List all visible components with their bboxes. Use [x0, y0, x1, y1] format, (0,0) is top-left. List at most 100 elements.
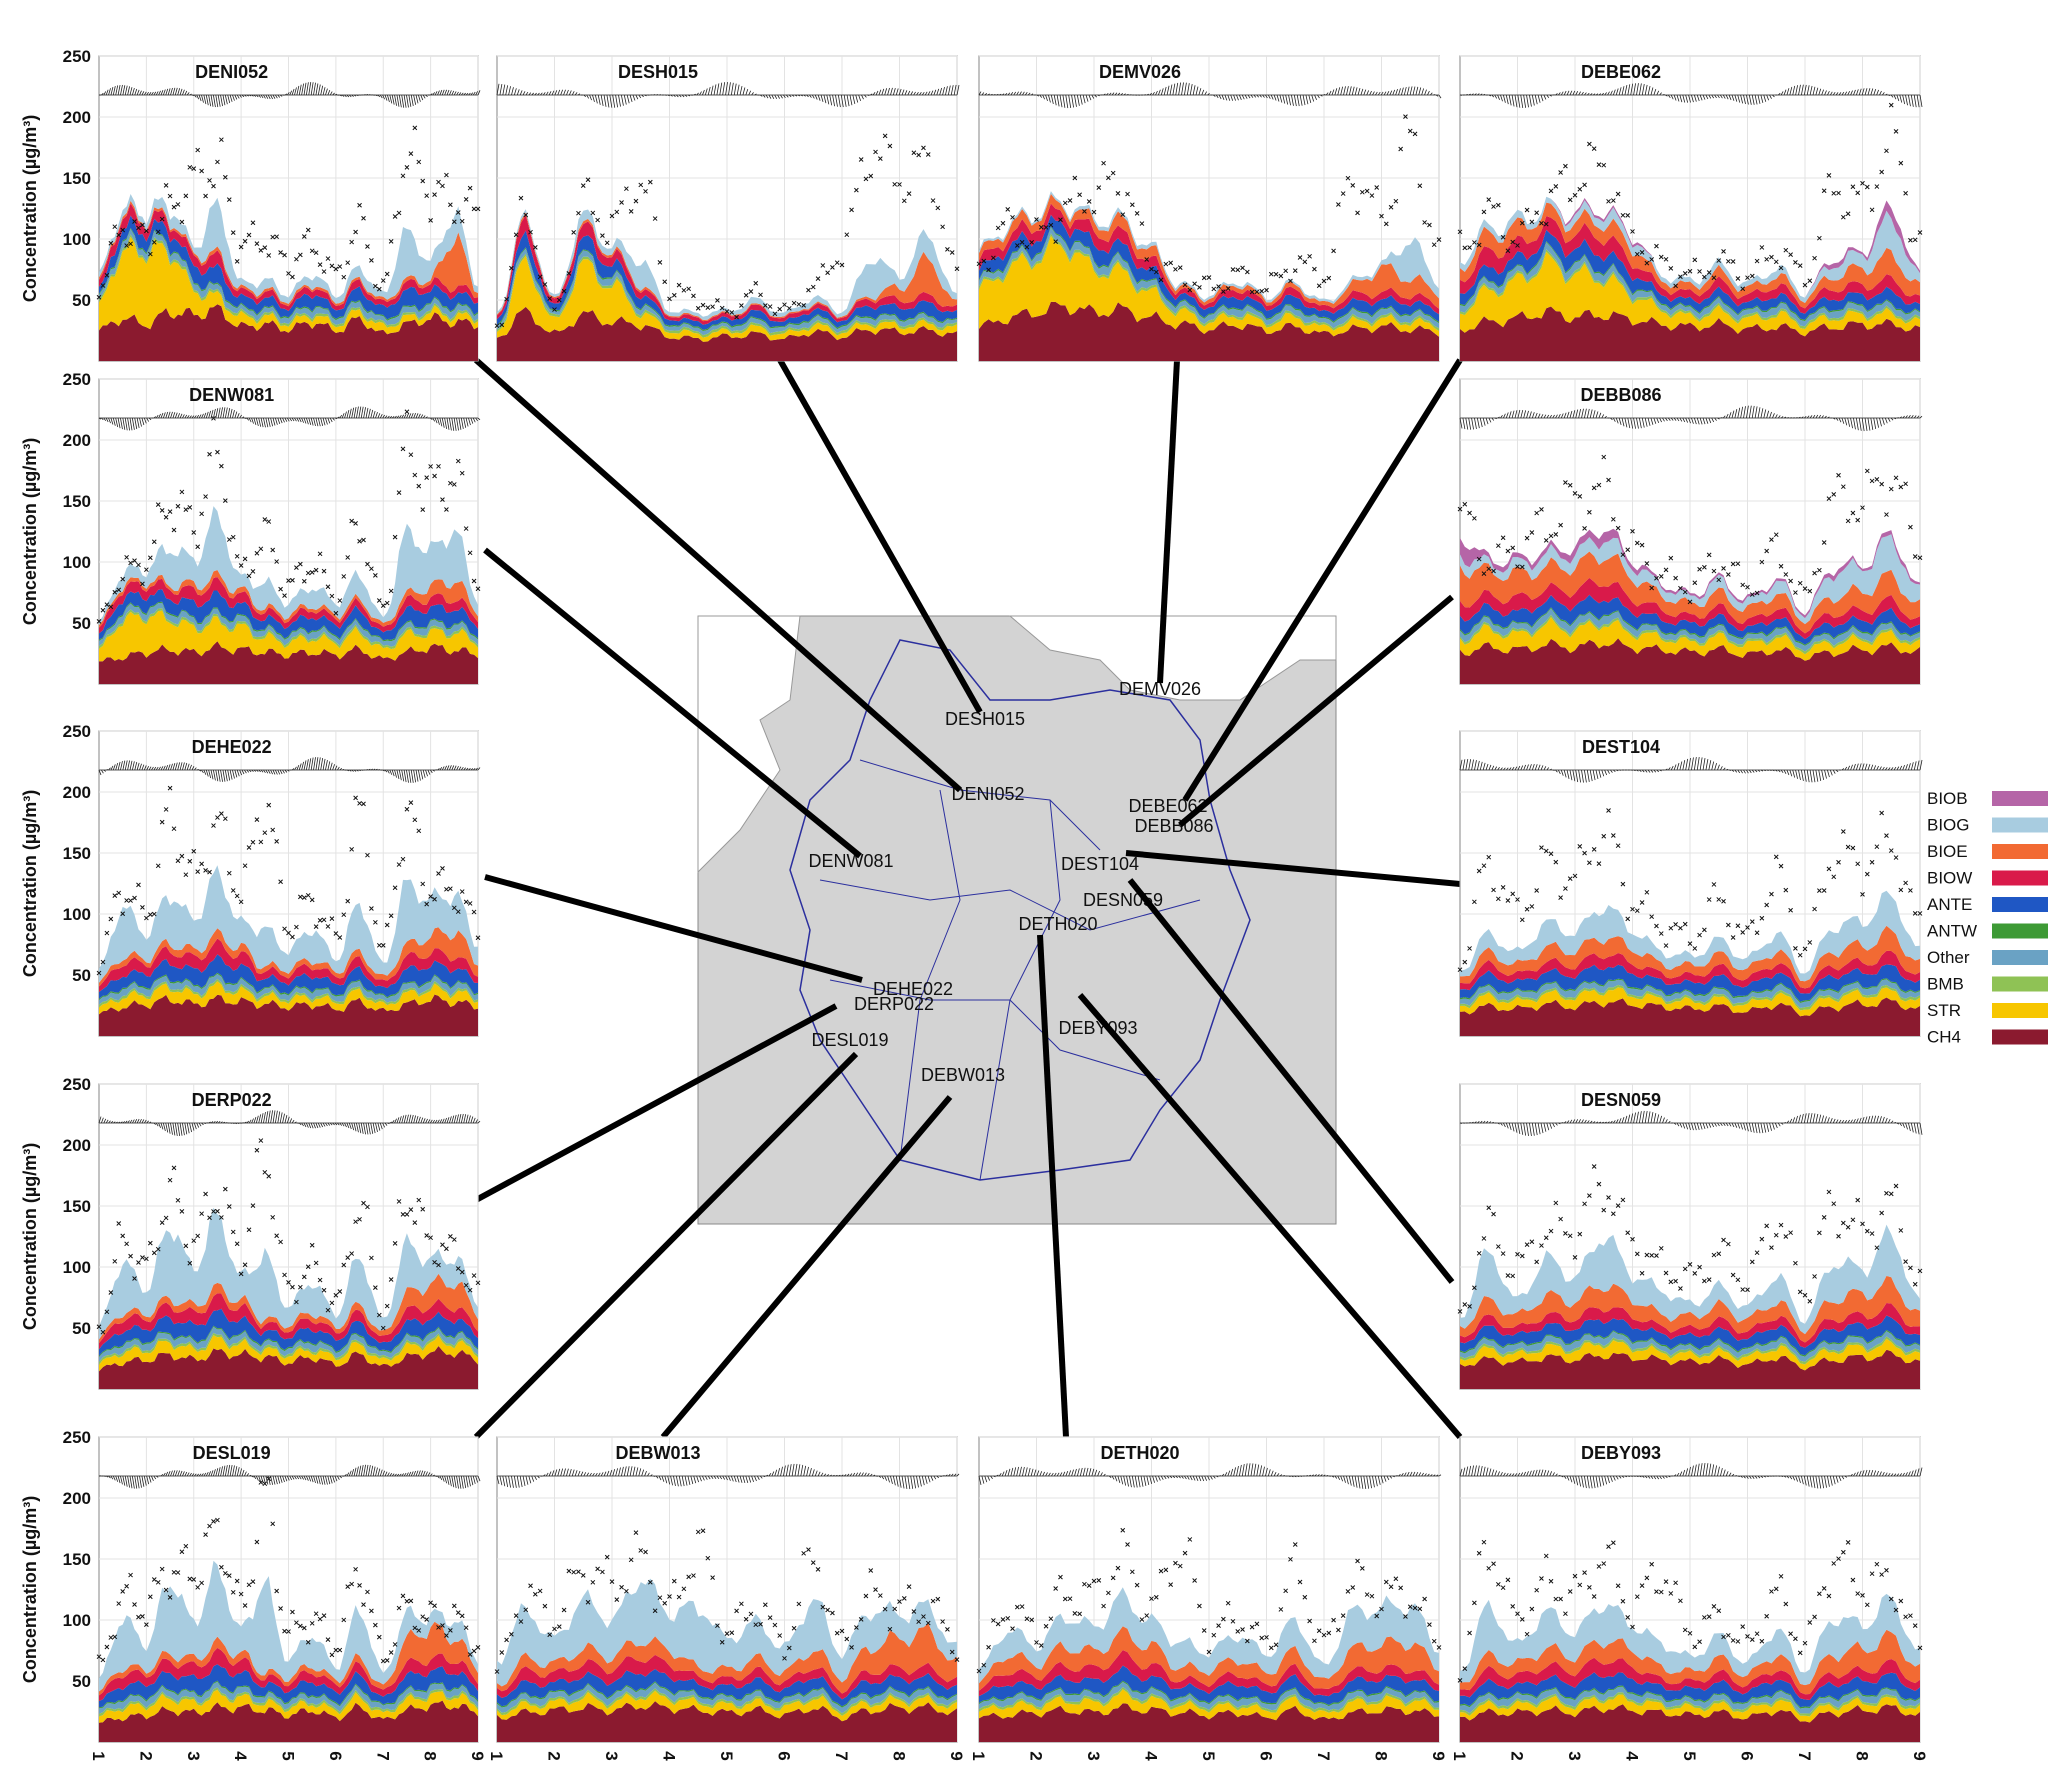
- wind-barb: [1682, 94, 1686, 103]
- obs-point: [1917, 230, 1923, 235]
- obs-point: [1615, 191, 1621, 197]
- obs-point: [810, 1560, 816, 1565]
- obs-point: [147, 251, 153, 257]
- wind-barb: [635, 94, 639, 100]
- wind-barb: [325, 1122, 328, 1127]
- wind-barb: [246, 94, 249, 97]
- obs-point: [270, 547, 276, 553]
- wind-barb: [124, 85, 128, 96]
- wind-barb: [236, 1467, 240, 1477]
- wind-barb: [477, 767, 481, 771]
- obs-point: [1481, 863, 1487, 869]
- wind-barb: [1389, 90, 1393, 96]
- wind-barb: [1737, 94, 1741, 103]
- wind-barb: [453, 417, 457, 431]
- wind-barb: [1696, 1122, 1700, 1130]
- wind-barb: [1809, 415, 1813, 419]
- legend-swatch-bmb: [1992, 976, 2048, 992]
- obs-point: [128, 241, 133, 247]
- obs-point: [353, 795, 358, 801]
- obs-point: [1625, 213, 1631, 218]
- obs-point: [1139, 1617, 1145, 1622]
- obs-point: [361, 1200, 366, 1206]
- obs-point: [604, 1554, 610, 1560]
- wind-barb: [353, 406, 357, 419]
- obs-point: [1582, 1570, 1587, 1575]
- obs-point: [1307, 253, 1312, 259]
- obs-point: [333, 1292, 339, 1298]
- wind-barb: [1302, 94, 1306, 106]
- wind-barb: [1172, 83, 1176, 96]
- germany-border: [789, 639, 1251, 1181]
- wind-barb: [165, 88, 169, 96]
- obs-point: [420, 178, 426, 184]
- panel-title: DENI052: [195, 62, 268, 82]
- wind-barb: [215, 94, 219, 108]
- wind-barb: [1731, 1122, 1735, 1128]
- wind-barb: [382, 414, 385, 419]
- area-biow: [99, 1647, 478, 1702]
- obs-point: [504, 1637, 509, 1643]
- obs-point: [1359, 1566, 1365, 1571]
- obs-point: [1721, 566, 1726, 571]
- obs-point: [1634, 1251, 1640, 1257]
- obs-point: [1740, 1624, 1746, 1629]
- wind-barb: [1534, 94, 1538, 105]
- obs-point: [1802, 282, 1808, 288]
- wind-barb: [1392, 89, 1396, 96]
- obs-point: [1850, 510, 1856, 516]
- wind-barb: [771, 94, 775, 100]
- wind-barb: [327, 1122, 331, 1126]
- map-label-demv026: DEMV026: [1119, 679, 1201, 699]
- wind-barb: [563, 89, 566, 96]
- wind-barb: [1320, 94, 1323, 97]
- wind-barb: [1783, 89, 1787, 96]
- wind-barb: [229, 94, 233, 102]
- wind-barb: [1091, 1468, 1095, 1477]
- wind-barb: [1760, 408, 1764, 419]
- wind-barb: [337, 416, 340, 419]
- wind-barb: [809, 1468, 812, 1477]
- connector-line: [1127, 878, 1455, 1284]
- wind-barb: [317, 417, 321, 427]
- wind-barb: [936, 1475, 940, 1479]
- wind-barb: [800, 94, 803, 97]
- wind-barb: [1824, 1475, 1827, 1488]
- wind-barb: [814, 1470, 818, 1477]
- wind-barb: [213, 94, 216, 108]
- obs-point: [552, 307, 557, 312]
- area-ch4: [1460, 306, 1920, 361]
- wind-barb: [344, 1122, 347, 1128]
- wind-barb: [1076, 1468, 1080, 1477]
- wind-barb: [1412, 1471, 1416, 1477]
- obs-point: [444, 1246, 449, 1252]
- wind-barb: [327, 1475, 331, 1485]
- wind-barb: [348, 1122, 352, 1130]
- obs-point: [949, 1649, 955, 1655]
- obs-point: [183, 507, 189, 512]
- obs-point: [1888, 848, 1894, 853]
- wind-barb: [1039, 94, 1043, 98]
- obs-point: [294, 924, 299, 930]
- wind-barb: [1786, 1475, 1790, 1479]
- obs-point: [286, 578, 291, 584]
- wind-barb: [1276, 94, 1280, 102]
- obs-point: [317, 918, 323, 923]
- obs-point: [494, 1669, 500, 1674]
- wind-barb: [244, 769, 247, 774]
- obs-point: [1467, 946, 1472, 951]
- obs-point: [1436, 237, 1442, 242]
- wind-barb: [158, 413, 161, 419]
- wind-barb: [1056, 1472, 1060, 1477]
- wind-barb: [1059, 94, 1063, 108]
- wind-barb: [1204, 1475, 1208, 1481]
- wind-barb: [947, 85, 951, 96]
- obs-point: [1364, 188, 1370, 194]
- obs-point: [1601, 1207, 1607, 1213]
- obs-point: [463, 197, 469, 202]
- obs-point: [234, 893, 240, 899]
- y-tick-label: 250: [63, 47, 91, 66]
- obs-point: [1134, 211, 1140, 216]
- wind-barb: [475, 91, 478, 96]
- y-axis-label: Concentration (µg/m³): [20, 438, 40, 625]
